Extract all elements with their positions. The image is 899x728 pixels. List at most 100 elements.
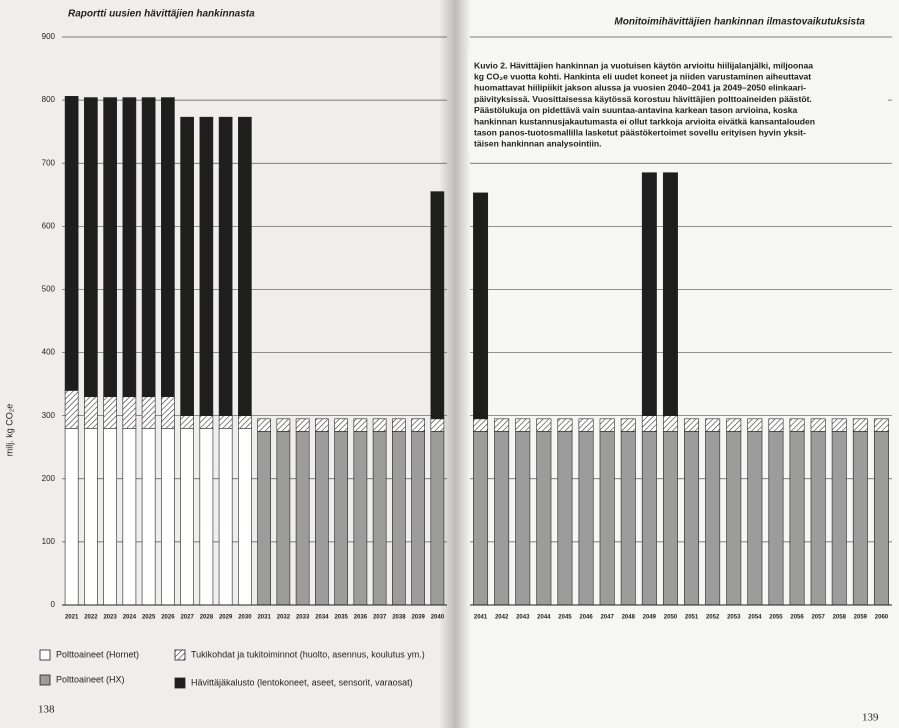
caption-line: Päästölukuja on pidettävä vain suuntaa-a… xyxy=(474,105,798,115)
x-tick-label: 2039 xyxy=(411,615,425,621)
bar-segment xyxy=(769,431,783,605)
bar-segment xyxy=(219,117,232,416)
bar-segment xyxy=(473,193,487,419)
y-tick-label: 600 xyxy=(42,221,56,230)
bar-segment xyxy=(104,98,117,397)
bar-segment xyxy=(335,419,348,432)
bar-segment xyxy=(663,416,677,432)
bar-segment xyxy=(142,428,155,605)
bar-segment xyxy=(769,419,783,432)
bar-segment xyxy=(727,419,741,432)
caption-line: hankinnan kustannusjakautumasta ei ollut… xyxy=(474,116,815,126)
x-tick-label: 2027 xyxy=(180,615,194,621)
bar-segment xyxy=(181,117,194,416)
bar-segment xyxy=(181,428,194,605)
bar-segment xyxy=(642,173,656,416)
x-tick-label: 2046 xyxy=(579,615,593,621)
bar-segment xyxy=(123,428,136,605)
bar-segment xyxy=(142,98,155,397)
bar-segment xyxy=(412,419,425,432)
bar-segment xyxy=(104,428,117,605)
x-tick-label: 2058 xyxy=(833,615,847,621)
bar-segment xyxy=(663,173,677,416)
bar-segment xyxy=(748,431,762,605)
x-tick-label: 2056 xyxy=(790,615,804,621)
bar-segment xyxy=(258,431,271,605)
bar-segment xyxy=(219,416,232,429)
bar-segment xyxy=(705,431,719,605)
bar-segment xyxy=(258,419,271,432)
bar-segment xyxy=(494,419,508,432)
bar-segment xyxy=(558,419,572,432)
bar-segment xyxy=(642,431,656,605)
bar-segment xyxy=(684,431,698,605)
x-tick-label: 2028 xyxy=(200,615,214,621)
header-right: Monitoimihävittäjien hankinnan ilmastova… xyxy=(614,17,865,28)
bar-segment xyxy=(748,419,762,432)
x-tick-label: 2045 xyxy=(558,615,572,621)
page-number: 138 xyxy=(38,704,55,716)
legend-swatch xyxy=(175,678,185,688)
x-tick-label: 2035 xyxy=(334,615,348,621)
x-tick-label: 2038 xyxy=(392,615,406,621)
x-tick-label: 2043 xyxy=(516,615,530,621)
bar-segment xyxy=(238,117,251,416)
caption-line: täisen hankinnan analysointiin. xyxy=(474,139,602,149)
x-tick-label: 2030 xyxy=(238,615,252,621)
bar-segment xyxy=(123,98,136,397)
x-tick-label: 2042 xyxy=(495,615,509,621)
x-tick-label: 2037 xyxy=(373,615,387,621)
bar-segment xyxy=(315,419,328,432)
bar-segment xyxy=(642,416,656,432)
bar-segment xyxy=(373,431,386,605)
bar-segment xyxy=(238,416,251,429)
x-tick-label: 2036 xyxy=(354,615,368,621)
x-tick-label: 2026 xyxy=(161,615,175,621)
bar-segment xyxy=(431,419,444,432)
bar-segment xyxy=(600,431,614,605)
bar-segment xyxy=(354,419,367,432)
x-tick-label: 2059 xyxy=(854,615,868,621)
bar-segment xyxy=(579,431,593,605)
y-tick-label: 400 xyxy=(42,348,56,357)
x-tick-label: 2033 xyxy=(296,615,310,621)
legend-label: Tukikohdat ja tukitoiminnot (huolto, ase… xyxy=(191,649,425,659)
bar-segment xyxy=(161,428,174,605)
x-tick-label: 2034 xyxy=(315,615,329,621)
x-tick-label: 2053 xyxy=(727,615,741,621)
bar-segment xyxy=(238,428,251,605)
x-tick-label: 2054 xyxy=(748,615,762,621)
bar-segment xyxy=(354,431,367,605)
x-tick-label: 2048 xyxy=(622,615,636,621)
page-number: 139 xyxy=(862,712,879,724)
x-tick-label: 2022 xyxy=(84,615,98,621)
gutter xyxy=(440,0,470,728)
bar-segment xyxy=(537,419,551,432)
bar-segment xyxy=(431,192,444,419)
legend-swatch xyxy=(175,650,185,660)
bar-segment xyxy=(200,428,213,605)
bar-segment xyxy=(832,419,846,432)
bar-segment xyxy=(537,431,551,605)
bar-segment xyxy=(621,431,635,605)
bar-segment xyxy=(200,117,213,416)
bar-segment xyxy=(161,397,174,429)
y-tick-label: 300 xyxy=(42,411,56,420)
x-tick-label: 2031 xyxy=(257,615,271,621)
y-tick-label: 700 xyxy=(42,158,56,167)
book-spread: Raportti uusien hävittäjien hankinnasta … xyxy=(0,0,899,728)
x-tick-label: 2032 xyxy=(277,615,291,621)
bar-segment xyxy=(84,397,97,429)
bar-segment xyxy=(874,431,888,605)
y-tick-label: 500 xyxy=(42,285,56,294)
y-tick-label: 800 xyxy=(42,95,56,104)
bar-segment xyxy=(65,96,78,390)
bar-segment xyxy=(431,431,444,605)
bar-segment xyxy=(579,419,593,432)
bar-segment xyxy=(200,416,213,429)
bar-segment xyxy=(874,419,888,432)
x-tick-label: 2055 xyxy=(769,615,783,621)
caption-line: päivityksissä. Vuosittaisessa käytössä k… xyxy=(474,94,812,104)
x-tick-label: 2051 xyxy=(685,615,699,621)
legend-label: Polttoaineet (HX) xyxy=(56,674,125,684)
